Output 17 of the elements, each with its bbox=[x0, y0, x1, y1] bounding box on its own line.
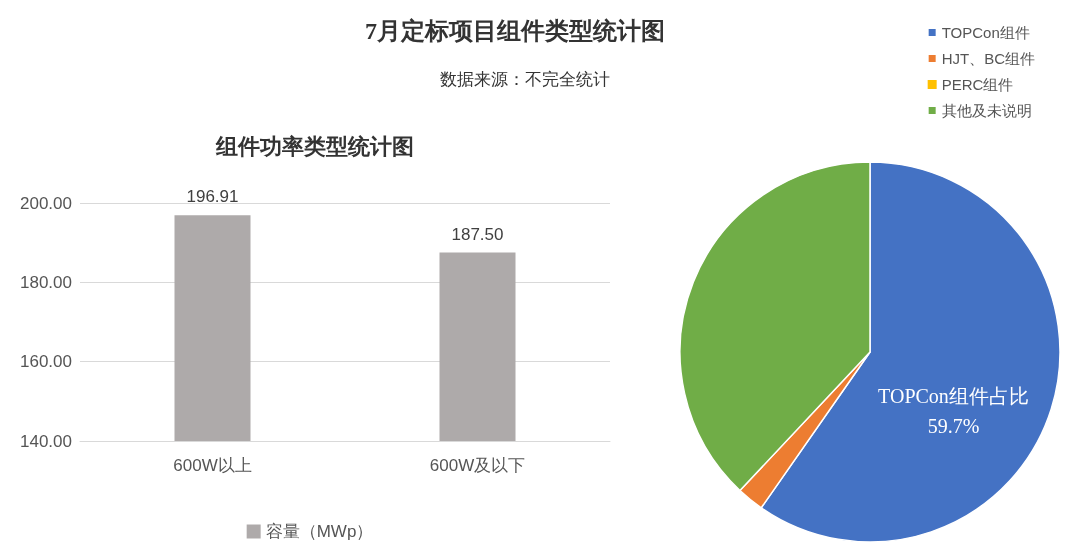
legend-label: HJT、BC组件 bbox=[941, 50, 1036, 67]
x-tick-label: 600W及以下 bbox=[429, 456, 526, 475]
data-label: TOPCon组件占比 59.7% bbox=[878, 385, 1029, 438]
legend-label: 其他及未说明 bbox=[941, 102, 1032, 119]
chart-title: 组件功率类型统计图 bbox=[215, 133, 414, 159]
y-tick-label: 200.00 bbox=[20, 193, 72, 213]
y-tick-label: 160.00 bbox=[20, 352, 72, 372]
text: 196.91 bbox=[186, 187, 239, 207]
legend-label: 容量（MWp） bbox=[265, 522, 374, 541]
legend-label: TOPCon组件 bbox=[941, 24, 1030, 41]
y-tick-label: 140.00 bbox=[20, 431, 72, 451]
text: 数据来源：不完全统计 bbox=[440, 70, 610, 89]
y-tick-label: 180.00 bbox=[20, 272, 72, 292]
legend-label: PERC组件 bbox=[941, 76, 1014, 93]
text: 187.50 bbox=[451, 224, 504, 244]
chart-title: 7月定标项目组件类型统计图 bbox=[365, 18, 665, 44]
x-tick-label: 600W以上 bbox=[173, 456, 252, 475]
